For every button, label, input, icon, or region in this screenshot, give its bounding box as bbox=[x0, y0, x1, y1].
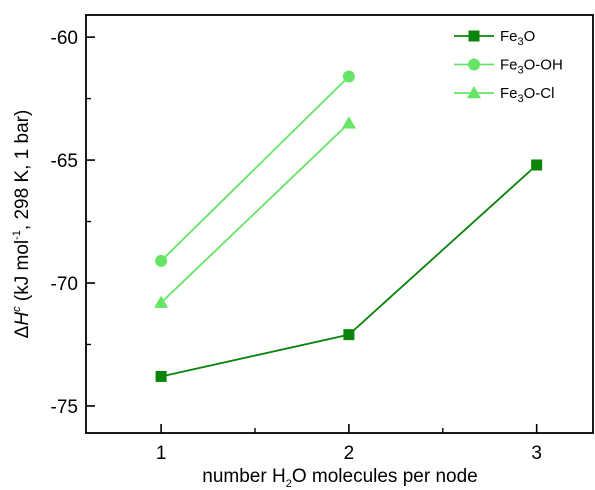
axis-ticks bbox=[86, 36, 538, 433]
legend-marker bbox=[468, 58, 480, 71]
series-line bbox=[160, 164, 538, 378]
data-point bbox=[343, 329, 355, 341]
plot-frame bbox=[85, 14, 594, 434]
x-tick-label: 3 bbox=[531, 443, 542, 464]
series-line bbox=[160, 75, 350, 262]
data-point bbox=[154, 295, 169, 308]
data-point bbox=[342, 70, 355, 83]
y-axis-title: ΔHc (kJ mol-1, 298 K, 1 bar) bbox=[11, 110, 33, 339]
x-tick-label: 2 bbox=[344, 443, 355, 464]
x-tick-label: 1 bbox=[156, 443, 167, 464]
series-layer bbox=[154, 70, 543, 382]
legend-item: Fe3O bbox=[454, 28, 535, 48]
y-tick-label: -75 bbox=[51, 397, 78, 418]
series-line bbox=[160, 122, 350, 304]
legend-label: Fe3O-OH bbox=[500, 57, 563, 77]
legend-item: Fe3O-OH bbox=[454, 57, 563, 77]
series-3 bbox=[154, 116, 356, 308]
y-tick-label: -65 bbox=[51, 151, 78, 172]
legend-label: Fe3O-Cl bbox=[500, 85, 554, 105]
data-point bbox=[155, 370, 167, 382]
y-tick-label: -60 bbox=[51, 28, 78, 49]
series-1 bbox=[155, 159, 543, 382]
x-axis-title: number H2O molecules per node bbox=[202, 466, 477, 490]
series-2 bbox=[155, 70, 355, 267]
legend-marker bbox=[468, 30, 480, 42]
data-point bbox=[531, 159, 543, 171]
data-point bbox=[155, 254, 168, 267]
tick-labels: 1 2 3 -75 -70 -65 -60 bbox=[51, 28, 542, 464]
data-point bbox=[341, 116, 356, 129]
legend-item: Fe3O-Cl bbox=[454, 85, 554, 105]
legend-marker bbox=[467, 86, 481, 99]
y-tick-label: -70 bbox=[51, 274, 78, 295]
legend: Fe3O Fe3O-OH Fe3O-Cl bbox=[454, 28, 563, 105]
legend-label: Fe3O bbox=[500, 28, 535, 48]
